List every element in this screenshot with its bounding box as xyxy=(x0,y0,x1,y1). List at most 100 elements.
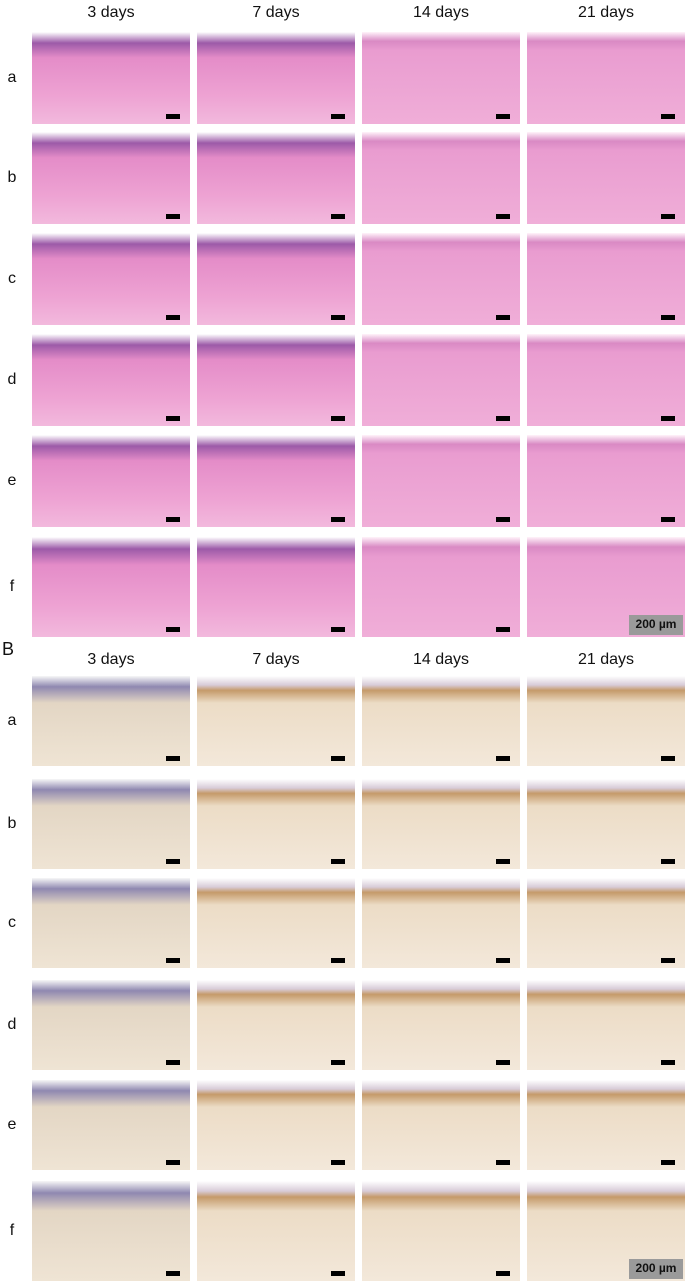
scale-bar xyxy=(496,214,510,219)
scale-bar xyxy=(331,1160,345,1165)
micrograph xyxy=(32,537,190,637)
micrograph xyxy=(527,1080,685,1170)
scale-bar xyxy=(331,315,345,320)
scale-box xyxy=(629,615,683,635)
row-label: e xyxy=(8,472,17,489)
row-label: b xyxy=(8,815,17,832)
micrograph xyxy=(362,435,520,527)
micrograph xyxy=(362,878,520,968)
micrograph xyxy=(362,676,520,766)
micrograph xyxy=(362,537,520,637)
scale-label: 200 µm xyxy=(636,617,677,631)
scale-bar xyxy=(331,859,345,864)
micrograph xyxy=(197,980,355,1070)
micrograph xyxy=(32,1080,190,1170)
scale-bar xyxy=(166,517,180,522)
micrograph xyxy=(197,435,355,527)
micrograph xyxy=(527,779,685,869)
scale-bar xyxy=(331,627,345,632)
scale-bar xyxy=(496,859,510,864)
micrograph xyxy=(362,132,520,224)
row-label: f xyxy=(10,578,15,595)
scale-bar xyxy=(166,1271,180,1276)
scale-bar xyxy=(496,416,510,421)
column-header: 7 days xyxy=(252,4,299,21)
row-label: d xyxy=(8,1016,17,1033)
scale-bar xyxy=(166,1060,180,1065)
row-label: c xyxy=(8,914,16,931)
column-header: 21 days xyxy=(578,4,634,21)
micrograph xyxy=(527,435,685,527)
micrograph xyxy=(32,676,190,766)
row-label: a xyxy=(8,712,17,729)
row-label: e xyxy=(8,1116,17,1133)
scale-bar xyxy=(496,114,510,119)
scale-bar xyxy=(661,517,675,522)
scale-bar xyxy=(331,1060,345,1065)
micrograph xyxy=(197,779,355,869)
micrograph xyxy=(527,878,685,968)
scale-bar xyxy=(661,416,675,421)
micrograph xyxy=(362,1080,520,1170)
micrograph xyxy=(197,132,355,224)
row-label: c xyxy=(8,270,16,287)
column-header: 14 days xyxy=(413,4,469,21)
micrograph xyxy=(197,32,355,124)
scale-bar xyxy=(331,114,345,119)
scale-bar xyxy=(331,214,345,219)
micrograph xyxy=(362,980,520,1070)
row-label: a xyxy=(8,69,17,86)
scale-bar xyxy=(331,958,345,963)
micrograph xyxy=(32,32,190,124)
micrograph xyxy=(527,233,685,325)
scale-bar xyxy=(331,1271,345,1276)
scale-bar xyxy=(496,627,510,632)
scale-bar xyxy=(166,756,180,761)
scale-box xyxy=(629,1259,683,1279)
micrograph xyxy=(362,779,520,869)
scale-bar xyxy=(496,958,510,963)
micrograph xyxy=(32,779,190,869)
micrograph xyxy=(197,537,355,637)
scale-bar xyxy=(166,627,180,632)
micrograph xyxy=(32,980,190,1070)
scale-bar xyxy=(331,756,345,761)
scale-bar xyxy=(166,114,180,119)
micrograph xyxy=(32,233,190,325)
micrograph xyxy=(32,878,190,968)
scale-bar xyxy=(166,859,180,864)
micrograph xyxy=(362,1181,520,1281)
row-label: f xyxy=(10,1222,15,1239)
scale-bar xyxy=(661,1060,675,1065)
scale-bar xyxy=(661,756,675,761)
row-label: b xyxy=(8,169,17,186)
scale-bar xyxy=(661,114,675,119)
column-header: 14 days xyxy=(413,651,469,668)
scale-bar xyxy=(331,416,345,421)
scale-bar xyxy=(661,214,675,219)
column-header: 7 days xyxy=(252,651,299,668)
micrograph xyxy=(527,676,685,766)
scale-bar xyxy=(496,1060,510,1065)
scale-bar xyxy=(166,1160,180,1165)
micrograph xyxy=(32,334,190,426)
scale-bar xyxy=(496,1271,510,1276)
column-header: 21 days xyxy=(578,651,634,668)
micrograph xyxy=(197,878,355,968)
column-header: 3 days xyxy=(87,4,134,21)
scale-bar xyxy=(166,214,180,219)
scale-bar xyxy=(661,859,675,864)
micrograph xyxy=(197,676,355,766)
scale-bar xyxy=(661,315,675,320)
scale-label: 200 µm xyxy=(636,1261,677,1275)
micrograph xyxy=(197,233,355,325)
row-label: d xyxy=(8,371,17,388)
micrograph xyxy=(362,32,520,124)
micrograph xyxy=(362,233,520,325)
micrograph xyxy=(197,1080,355,1170)
scale-bar xyxy=(166,315,180,320)
micrograph xyxy=(362,334,520,426)
micrograph xyxy=(527,980,685,1070)
column-header: 3 days xyxy=(87,651,134,668)
